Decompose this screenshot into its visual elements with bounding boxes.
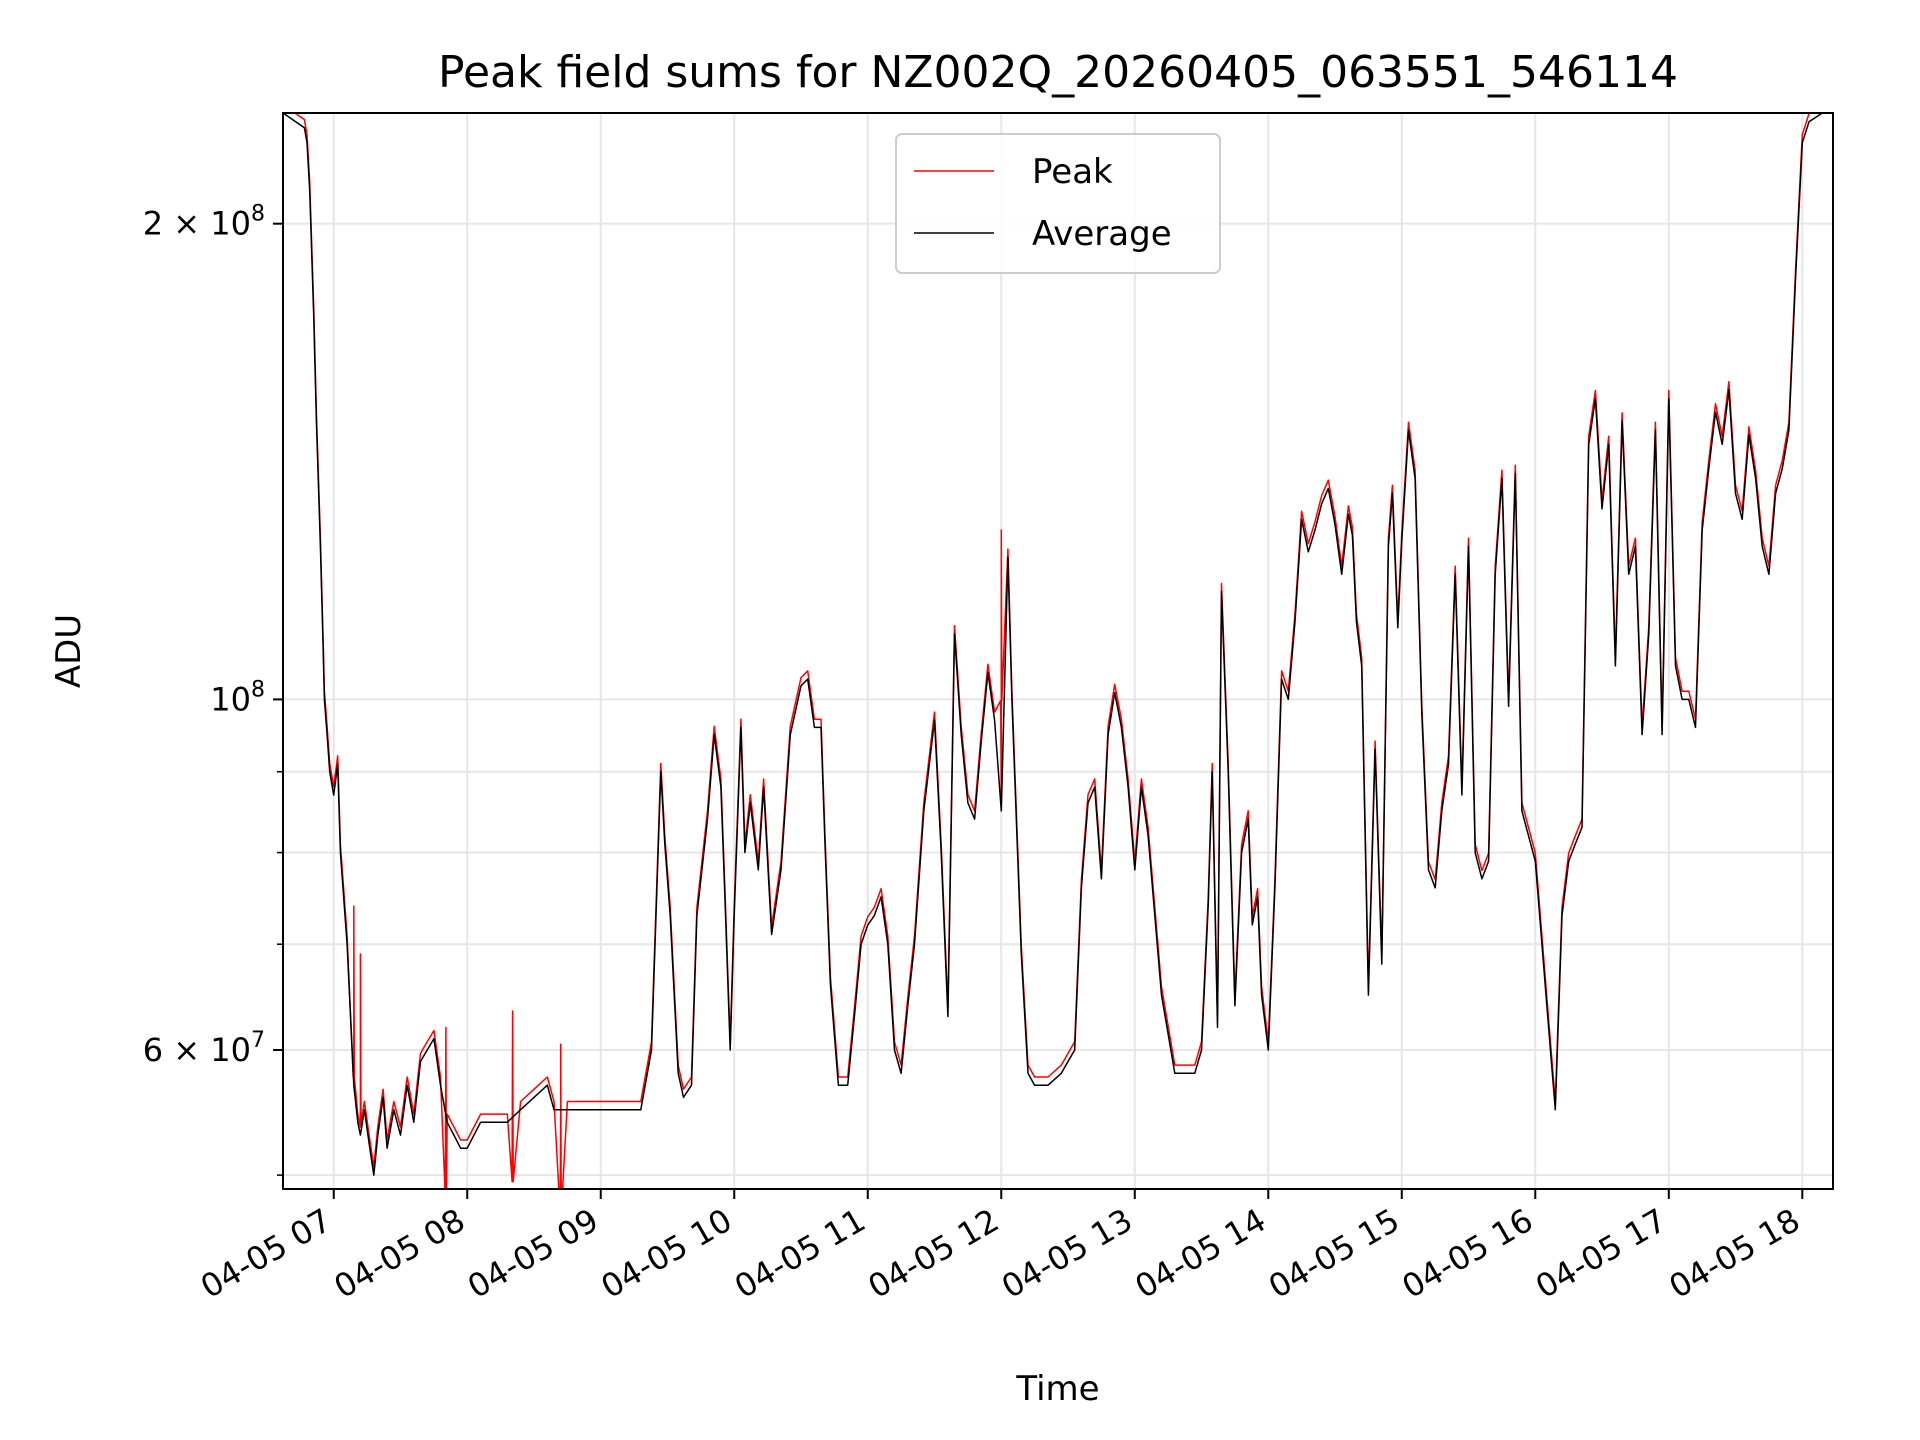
y-tick-label: 108 (210, 677, 265, 718)
y-axis-label: ADU (49, 614, 89, 688)
legend: Peak Average (895, 133, 1221, 274)
y-tick-label: 6 × 107 (143, 1028, 265, 1069)
legend-box (895, 133, 1221, 274)
legend-label-average: Average (1032, 214, 1172, 254)
series-layer (283, 113, 1823, 1189)
chart-title: Peak field sums for NZ002Q_20260405_0635… (438, 47, 1678, 98)
series-line-average (283, 113, 1823, 1176)
legend-label-peak: Peak (1032, 152, 1113, 192)
x-axis-label: Time (1015, 1369, 1099, 1409)
plot-frame (282, 112, 1834, 1190)
y-tick-label: 2 × 108 (143, 202, 265, 243)
